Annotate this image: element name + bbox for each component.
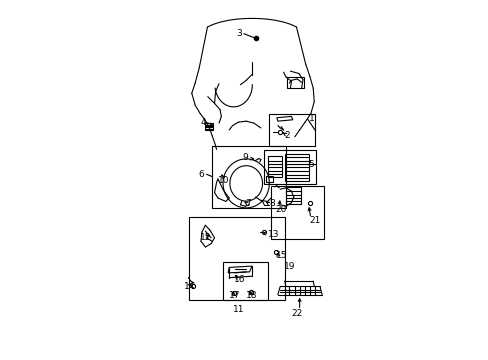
Bar [286, 77, 304, 88]
Text: 7: 7 [244, 199, 250, 208]
Bar [264, 150, 315, 184]
Text: 14: 14 [183, 282, 195, 291]
Text: 22: 22 [291, 309, 302, 318]
Bar [285, 188, 301, 204]
Bar [268, 114, 314, 146]
Text: 12: 12 [200, 233, 211, 242]
Text: 18: 18 [245, 291, 257, 300]
Text: 5: 5 [308, 159, 314, 168]
Bar [189, 217, 285, 300]
Bar [212, 146, 286, 208]
Bar [284, 154, 308, 181]
Text: 21: 21 [309, 216, 321, 225]
Text: 20: 20 [275, 205, 286, 214]
Bar [265, 176, 272, 183]
Bar [223, 262, 268, 300]
Text: 2: 2 [284, 131, 290, 140]
Text: 10: 10 [218, 176, 229, 185]
Text: 11: 11 [232, 305, 244, 314]
Text: 9: 9 [243, 153, 248, 162]
Text: 6: 6 [198, 170, 204, 179]
Text: 13: 13 [267, 230, 279, 239]
Text: 19: 19 [283, 262, 295, 271]
Text: 3: 3 [236, 29, 241, 38]
Text: 8: 8 [268, 199, 274, 208]
Bar [270, 186, 323, 239]
Text: 1: 1 [308, 114, 314, 123]
Text: 16: 16 [233, 275, 244, 284]
Text: 4: 4 [201, 118, 206, 127]
Text: 15: 15 [275, 251, 287, 260]
Text: 17: 17 [229, 291, 240, 300]
Bar [267, 156, 282, 177]
Bar [205, 122, 212, 130]
